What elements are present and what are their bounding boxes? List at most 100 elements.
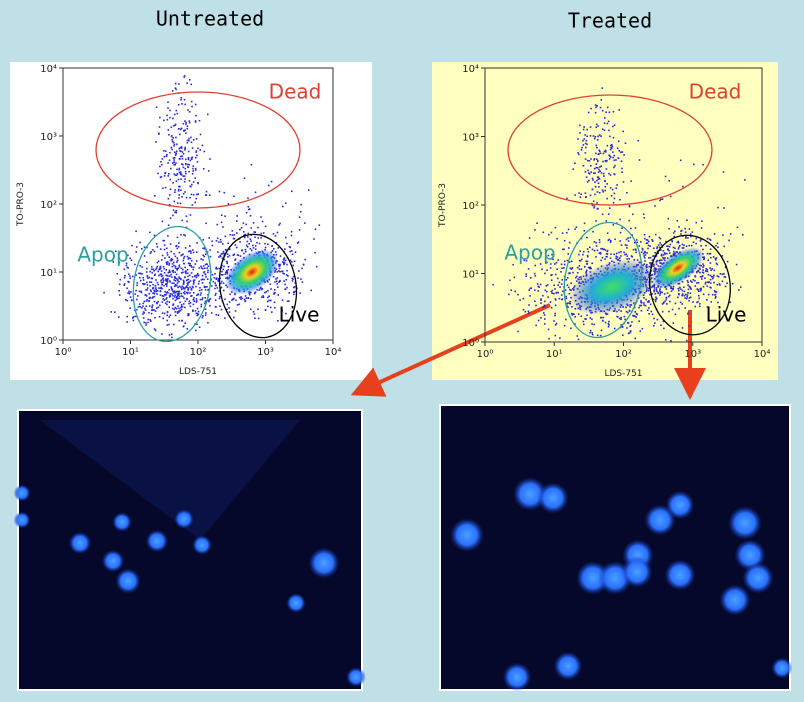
- event-dot: [161, 158, 164, 160]
- event-dot: [214, 273, 216, 275]
- event-dot: [679, 286, 681, 289]
- event-dot: [173, 173, 176, 175]
- event-dot: [712, 276, 715, 278]
- event-dot: [290, 234, 293, 237]
- event-dot: [662, 250, 665, 252]
- event-dot: [184, 290, 186, 293]
- event-dot: [273, 248, 275, 250]
- event-dot: [142, 282, 144, 285]
- event-dot: [685, 293, 687, 296]
- event-dot: [134, 293, 137, 295]
- gate: [218, 233, 298, 339]
- event-dot: [249, 248, 252, 250]
- event-dot: [680, 288, 682, 290]
- event-dot: [726, 260, 729, 263]
- event-dot: [554, 314, 556, 317]
- event-dot: [231, 234, 234, 236]
- event-dot: [129, 296, 132, 298]
- event-dot: [669, 243, 672, 246]
- event-dot: [670, 340, 672, 342]
- event-dot: [651, 286, 653, 289]
- event-dot: [217, 278, 220, 280]
- x-tick-label: 10¹: [122, 347, 139, 358]
- event-dot: [260, 232, 263, 235]
- event-dot: [251, 249, 253, 252]
- event-dot: [698, 295, 700, 297]
- event-dot: [188, 170, 190, 173]
- event-dot: [610, 239, 612, 242]
- event-dot: [163, 150, 165, 152]
- event-dot: [644, 260, 646, 262]
- event-dot: [137, 295, 139, 297]
- event-dot: [559, 286, 561, 288]
- event-dot: [132, 316, 135, 318]
- event-dot: [200, 305, 202, 308]
- event-dot: [302, 264, 305, 266]
- event-dot: [156, 290, 159, 292]
- event-dot: [569, 288, 571, 291]
- event-dot: [629, 325, 631, 328]
- event-dot: [529, 295, 531, 297]
- event-dot: [159, 265, 162, 268]
- event-dot: [281, 270, 283, 273]
- event-dot: [583, 323, 585, 326]
- event-dot: [156, 307, 158, 309]
- event-dot: [601, 128, 604, 130]
- event-dot: [215, 266, 218, 269]
- event-dot: [701, 275, 703, 278]
- event-dot: [190, 136, 192, 139]
- event-dot: [596, 334, 599, 337]
- event-dot: [201, 282, 204, 284]
- event-dot: [149, 297, 151, 300]
- event-dot: [534, 289, 536, 291]
- event-dot: [247, 232, 250, 235]
- event-dot: [601, 247, 603, 250]
- y-tick-label: 10¹: [462, 270, 479, 281]
- event-dot: [241, 249, 243, 251]
- event-dot: [550, 274, 552, 277]
- y-tick-label: 10²: [462, 201, 479, 212]
- event-dot: [677, 241, 680, 244]
- event-dot: [175, 307, 178, 310]
- event-dot: [721, 273, 724, 276]
- event-dot: [191, 204, 194, 206]
- event-dot: [567, 228, 570, 231]
- event-dot: [165, 280, 168, 282]
- event-dot: [178, 242, 180, 244]
- event-dot: [509, 279, 511, 282]
- event-dot: [194, 201, 196, 204]
- event-dot: [193, 279, 196, 281]
- event-dot: [204, 308, 207, 310]
- event-dot: [566, 305, 568, 307]
- event-dot: [274, 281, 276, 283]
- event-dot: [173, 161, 175, 163]
- event-dot: [697, 289, 699, 291]
- event-dot: [576, 266, 579, 269]
- event-dot: [158, 287, 160, 289]
- event-dot: [697, 300, 699, 303]
- event-dot: [586, 260, 589, 263]
- event-dot: [124, 274, 126, 277]
- event-dot: [190, 252, 192, 254]
- event-dot: [162, 298, 164, 300]
- event-dot: [224, 235, 227, 238]
- event-dot: [123, 268, 126, 271]
- event-dot: [180, 254, 183, 257]
- event-dot: [611, 147, 613, 149]
- event-dot: [643, 297, 645, 299]
- event-dot: [146, 246, 148, 249]
- event-dot: [129, 277, 131, 279]
- event-dot: [234, 244, 237, 246]
- event-dot: [567, 306, 569, 308]
- event-dot: [544, 272, 546, 275]
- event-dot: [273, 301, 276, 304]
- event-dot: [624, 318, 626, 321]
- event-dot: [575, 226, 578, 228]
- event-dot: [176, 173, 179, 175]
- event-dot: [182, 268, 184, 271]
- event-dot: [603, 172, 605, 175]
- event-dot: [609, 156, 612, 158]
- event-dot: [610, 253, 612, 255]
- cell: [68, 531, 92, 555]
- event-dot: [698, 290, 700, 293]
